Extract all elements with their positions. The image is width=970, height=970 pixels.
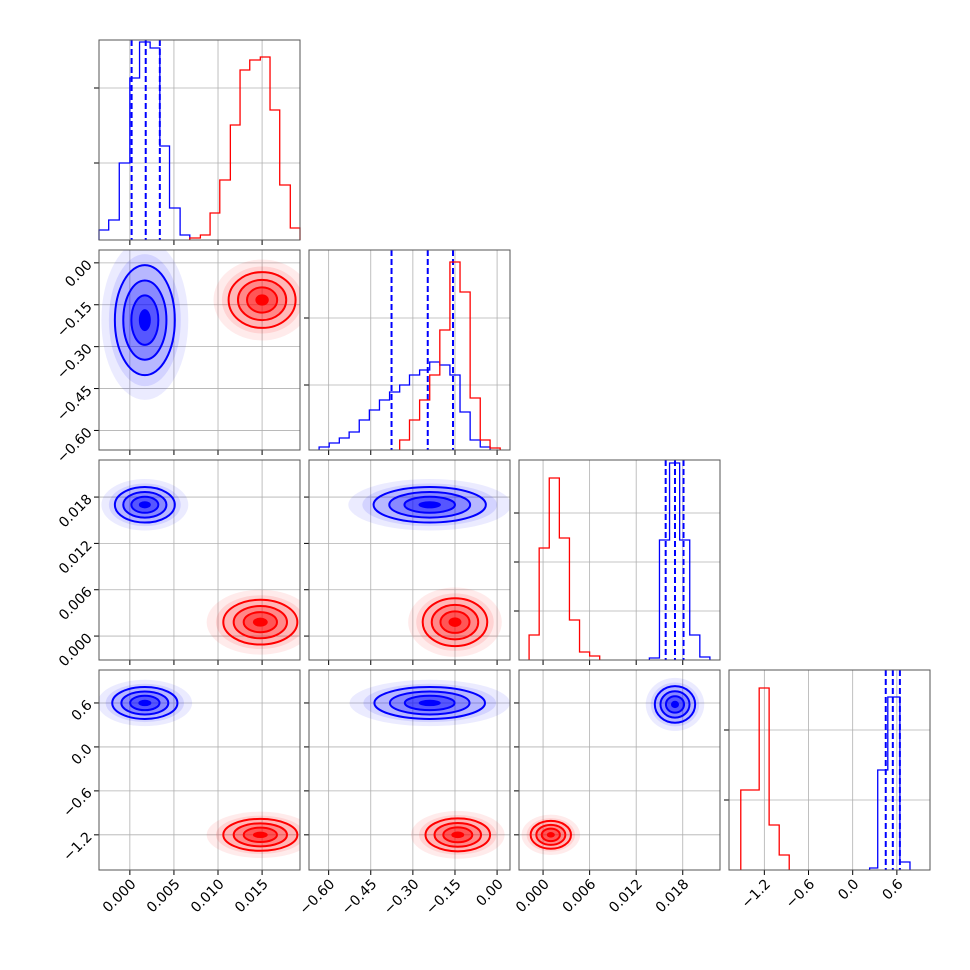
histogram-step: [98, 41, 191, 240]
contour-group: [101, 250, 300, 400]
panel-frame: [98, 249, 301, 451]
y-tick-label: −1.2: [60, 829, 95, 864]
y-tick-label: −0.45: [54, 383, 96, 425]
contour-core: [252, 831, 268, 839]
contour-core: [255, 294, 269, 306]
x-tick-label: 0.00: [473, 876, 506, 909]
panel-frame: [308, 459, 511, 661]
x-tick-label: −0.15: [423, 876, 465, 918]
contour-core: [138, 699, 152, 707]
x-tick-label: 0.000: [100, 876, 140, 916]
panel-frame: [518, 459, 721, 661]
x-tick-label: 0.005: [144, 876, 184, 916]
contour-core: [451, 831, 465, 839]
x-tick-label: −1.2: [739, 876, 774, 911]
panel-frame: [98, 669, 301, 871]
contour-core: [138, 501, 151, 509]
x-tick-label: −0.45: [339, 876, 381, 918]
contour-core: [418, 699, 441, 707]
panel-frame: [728, 669, 931, 871]
panel-frame: [308, 669, 511, 871]
contour-group: [521, 677, 705, 856]
contour-core: [448, 617, 462, 627]
histogram-step: [648, 462, 711, 660]
x-tick-label: −0.60: [297, 876, 339, 918]
x-tick-label: 0.018: [653, 876, 693, 916]
histogram-step: [868, 696, 911, 870]
y-tick-label: −0.30: [54, 341, 96, 383]
contour-group: [99, 679, 300, 858]
contour-core: [418, 501, 441, 509]
x-tick-label: −0.30: [381, 876, 423, 918]
x-tick-label: 0.6: [879, 876, 906, 903]
histogram-step: [528, 477, 601, 660]
histogram-step: [740, 687, 790, 870]
x-tick-label: 0.000: [513, 876, 553, 916]
panel-frame: [518, 669, 721, 871]
x-tick-label: 0.010: [188, 876, 228, 916]
contour-group: [348, 479, 510, 657]
panel-frame: [98, 459, 301, 661]
y-tick-label: 0.012: [56, 538, 96, 578]
contour-core: [138, 309, 151, 332]
y-tick-label: 0.018: [56, 491, 96, 531]
y-tick-label: 0.00: [62, 257, 95, 290]
panel-frame: [98, 39, 301, 241]
contour-core: [546, 832, 555, 838]
x-tick-label: 0.006: [560, 876, 600, 916]
x-tick-label: 0.012: [606, 876, 646, 916]
x-tick-label: −0.6: [783, 876, 818, 911]
y-tick-label: −0.15: [54, 299, 96, 341]
histogram-step: [399, 261, 501, 450]
y-tick-label: −0.6: [60, 785, 95, 820]
x-tick-label: 0.015: [232, 876, 272, 916]
panel-frame: [308, 249, 511, 451]
y-tick-label: 0.6: [69, 697, 96, 724]
x-tick-label: 0.0: [835, 876, 862, 903]
y-tick-label: 0.0: [69, 741, 96, 768]
contour-core: [252, 617, 268, 627]
contour-core: [670, 700, 680, 709]
histogram-step: [318, 361, 491, 450]
y-tick-label: 0.000: [56, 630, 96, 670]
y-tick-label: −0.60: [54, 425, 96, 467]
y-tick-label: 0.006: [56, 584, 96, 624]
histogram-step: [189, 56, 301, 240]
contour-group: [101, 479, 300, 655]
contour-group: [349, 679, 510, 859]
